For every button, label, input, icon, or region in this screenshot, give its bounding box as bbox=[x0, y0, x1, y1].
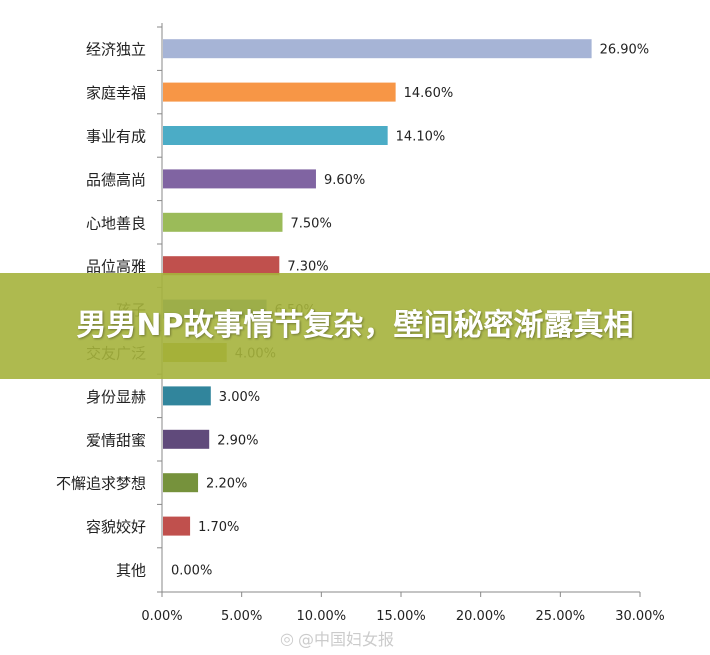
category-label: 经济独立 bbox=[86, 41, 146, 59]
value-label: 14.10% bbox=[396, 130, 446, 145]
bar bbox=[163, 82, 396, 102]
x-tick-label: 25.00% bbox=[536, 609, 586, 624]
value-label: 9.60% bbox=[324, 173, 365, 188]
value-label: 26.90% bbox=[600, 43, 650, 58]
category-label: 事业有成 bbox=[86, 128, 146, 146]
headline-banner: 男男NP故事情节复杂，壁间秘密渐露真相 bbox=[0, 273, 710, 379]
value-label: 2.90% bbox=[217, 433, 258, 448]
bar bbox=[163, 516, 191, 536]
bar bbox=[163, 212, 283, 232]
watermark: ◎ @中国妇女报 bbox=[280, 626, 394, 650]
bar bbox=[163, 169, 316, 189]
category-label: 身份显赫 bbox=[86, 388, 146, 406]
bar bbox=[163, 256, 280, 276]
watermark-text: @中国妇女报 bbox=[297, 630, 394, 649]
value-label: 3.00% bbox=[219, 390, 260, 405]
category-label: 爱情甜蜜 bbox=[86, 431, 146, 449]
weibo-icon: ◎ bbox=[280, 628, 294, 648]
category-label: 家庭幸福 bbox=[86, 84, 146, 102]
category-label: 其他 bbox=[116, 562, 146, 580]
value-label: 14.60% bbox=[404, 86, 454, 101]
bar bbox=[163, 386, 211, 406]
bar bbox=[163, 126, 388, 145]
x-tick-label: 0.00% bbox=[141, 609, 182, 624]
value-label: 2.20% bbox=[206, 477, 247, 492]
category-labels: 经济独立家庭幸福事业有成品德高尚心地善良品位高雅孩子交友广泛身份显赫爱情甜蜜不懈… bbox=[56, 41, 146, 580]
value-label: 7.30% bbox=[287, 260, 328, 275]
headline-title: 男男NP故事情节复杂，壁间秘密渐露真相 bbox=[76, 308, 634, 343]
value-label: 1.70% bbox=[198, 520, 239, 535]
x-tick-label: 10.00% bbox=[297, 609, 347, 624]
bar bbox=[163, 39, 592, 59]
bar bbox=[163, 429, 210, 449]
x-tick-label: 15.00% bbox=[376, 609, 426, 624]
x-tick-label: 30.00% bbox=[615, 609, 665, 624]
bar bbox=[163, 473, 199, 493]
category-label: 心地善良 bbox=[86, 214, 146, 232]
category-label: 容貌姣好 bbox=[86, 518, 146, 536]
value-label: 7.50% bbox=[291, 216, 332, 231]
x-tick-label: 20.00% bbox=[456, 609, 506, 624]
category-label: 品德高尚 bbox=[86, 171, 146, 189]
category-label: 不懈追求梦想 bbox=[56, 475, 146, 493]
value-label: 0.00% bbox=[171, 564, 212, 579]
x-tick-label: 5.00% bbox=[221, 609, 262, 624]
x-axis: 0.00% 5.00% 10.00% 15.00% 20.00% 25.00% 30.00% bbox=[141, 23, 665, 624]
category-label: 品位高雅 bbox=[86, 258, 146, 276]
